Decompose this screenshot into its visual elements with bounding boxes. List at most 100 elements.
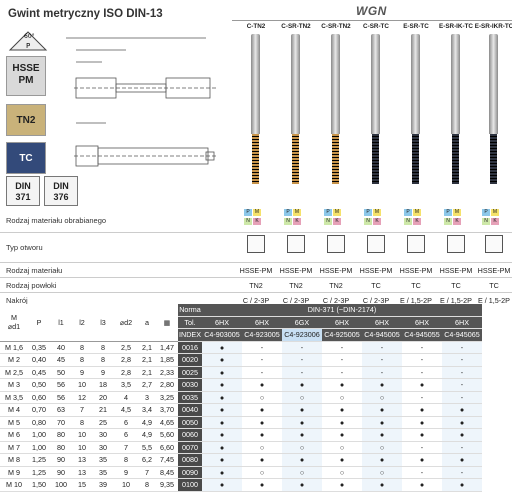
availability-mark[interactable]: ● xyxy=(362,428,402,442)
index-suffix[interactable]: 0050 xyxy=(178,416,202,429)
index-suffix[interactable]: 0030 xyxy=(178,378,202,392)
availability-mark[interactable]: - xyxy=(442,378,482,392)
availability-mark[interactable]: - xyxy=(402,341,442,354)
index-suffix[interactable]: 0035 xyxy=(178,391,202,404)
availability-mark[interactable]: ○ xyxy=(242,466,282,479)
availability-mark[interactable]: ● xyxy=(202,353,242,367)
availability-mark[interactable]: ● xyxy=(442,428,482,442)
availability-mark[interactable]: ● xyxy=(202,428,242,442)
availability-mark[interactable]: ● xyxy=(242,403,282,417)
availability-mark[interactable]: ● xyxy=(202,441,242,454)
availability-mark[interactable]: ● xyxy=(322,416,362,429)
availability-mark[interactable]: ● xyxy=(362,416,402,429)
index-suffix[interactable]: 0016 xyxy=(178,341,202,354)
availability-mark[interactable]: ● xyxy=(322,453,362,467)
index-code[interactable]: C4-945065 xyxy=(442,328,482,342)
availability-mark[interactable]: ● xyxy=(242,453,282,467)
availability-mark[interactable]: - xyxy=(442,366,482,379)
index-code[interactable]: C4-945005 xyxy=(362,328,402,342)
availability-mark[interactable]: ● xyxy=(402,378,442,392)
index-code[interactable]: C4-923005 xyxy=(242,328,282,342)
index-suffix[interactable]: 0040 xyxy=(178,403,202,417)
availability-mark[interactable]: ○ xyxy=(322,441,362,454)
availability-mark[interactable]: ● xyxy=(202,453,242,467)
availability-mark[interactable]: ● xyxy=(442,478,482,492)
availability-mark[interactable]: ● xyxy=(402,428,442,442)
availability-mark[interactable]: ● xyxy=(362,478,402,492)
index-suffix[interactable]: 0060 xyxy=(178,428,202,442)
availability-mark[interactable]: ● xyxy=(202,478,242,492)
availability-mark[interactable]: ○ xyxy=(242,391,282,404)
availability-mark[interactable]: ● xyxy=(282,403,322,417)
availability-mark[interactable]: ● xyxy=(322,478,362,492)
availability-mark[interactable]: - xyxy=(402,366,442,379)
availability-mark[interactable]: ● xyxy=(322,428,362,442)
availability-mark[interactable]: ○ xyxy=(322,466,362,479)
index-code[interactable]: C4-903005 xyxy=(202,328,242,342)
availability-mark[interactable]: ● xyxy=(242,378,282,392)
availability-mark[interactable]: ● xyxy=(242,428,282,442)
availability-mark[interactable]: ● xyxy=(202,341,242,354)
availability-mark[interactable]: - xyxy=(402,391,442,404)
availability-mark[interactable]: ● xyxy=(402,478,442,492)
availability-mark[interactable]: ● xyxy=(202,366,242,379)
availability-mark[interactable]: ● xyxy=(202,378,242,392)
availability-mark[interactable]: - xyxy=(322,341,362,354)
availability-mark[interactable]: ● xyxy=(402,453,442,467)
index-code[interactable]: C4-923006 xyxy=(282,328,322,342)
index-suffix[interactable]: 0090 xyxy=(178,466,202,479)
index-code[interactable]: C4-945055 xyxy=(402,328,442,342)
availability-mark[interactable]: ● xyxy=(442,416,482,429)
availability-mark[interactable]: - xyxy=(362,366,402,379)
availability-mark[interactable]: ● xyxy=(282,378,322,392)
availability-mark[interactable]: ○ xyxy=(242,441,282,454)
index-code[interactable]: C4-925005 xyxy=(322,328,362,342)
availability-mark[interactable]: - xyxy=(402,353,442,367)
availability-mark[interactable]: - xyxy=(402,466,442,479)
availability-mark[interactable]: ● xyxy=(362,378,402,392)
availability-mark[interactable]: ● xyxy=(282,416,322,429)
availability-mark[interactable]: - xyxy=(242,353,282,367)
availability-mark[interactable]: - xyxy=(282,366,322,379)
availability-mark[interactable]: ● xyxy=(282,478,322,492)
availability-mark[interactable]: ● xyxy=(242,416,282,429)
availability-mark[interactable]: ● xyxy=(402,403,442,417)
availability-mark[interactable]: ○ xyxy=(322,391,362,404)
availability-mark[interactable]: ● xyxy=(402,416,442,429)
availability-mark[interactable]: ○ xyxy=(362,441,402,454)
availability-mark[interactable]: ● xyxy=(282,453,322,467)
availability-mark[interactable]: ● xyxy=(202,391,242,404)
availability-mark[interactable]: - xyxy=(442,353,482,367)
availability-mark[interactable]: - xyxy=(402,441,442,454)
index-suffix[interactable]: 0100 xyxy=(178,478,202,492)
availability-mark[interactable]: ● xyxy=(282,428,322,442)
availability-mark[interactable]: - xyxy=(282,341,322,354)
availability-mark[interactable]: ○ xyxy=(282,391,322,404)
availability-mark[interactable]: - xyxy=(442,391,482,404)
availability-mark[interactable]: - xyxy=(322,353,362,367)
availability-mark[interactable]: - xyxy=(442,441,482,454)
availability-mark[interactable]: ● xyxy=(202,403,242,417)
availability-mark[interactable]: ● xyxy=(242,478,282,492)
index-suffix[interactable]: 0020 xyxy=(178,353,202,367)
availability-mark[interactable]: ● xyxy=(362,403,402,417)
availability-mark[interactable]: ○ xyxy=(362,466,402,479)
availability-mark[interactable]: - xyxy=(442,341,482,354)
availability-mark[interactable]: ● xyxy=(202,416,242,429)
index-suffix[interactable]: 0080 xyxy=(178,453,202,467)
availability-mark[interactable]: ○ xyxy=(282,466,322,479)
availability-mark[interactable]: - xyxy=(362,353,402,367)
availability-mark[interactable]: - xyxy=(282,353,322,367)
availability-mark[interactable]: ● xyxy=(362,453,402,467)
availability-mark[interactable]: ● xyxy=(322,378,362,392)
index-suffix[interactable]: 0025 xyxy=(178,366,202,379)
availability-mark[interactable]: - xyxy=(362,341,402,354)
availability-mark[interactable]: - xyxy=(442,466,482,479)
availability-mark[interactable]: - xyxy=(322,366,362,379)
availability-mark[interactable]: - xyxy=(242,341,282,354)
availability-mark[interactable]: ● xyxy=(442,453,482,467)
availability-mark[interactable]: ○ xyxy=(282,441,322,454)
index-suffix[interactable]: 0070 xyxy=(178,441,202,454)
availability-mark[interactable]: ○ xyxy=(362,391,402,404)
availability-mark[interactable]: ● xyxy=(322,403,362,417)
